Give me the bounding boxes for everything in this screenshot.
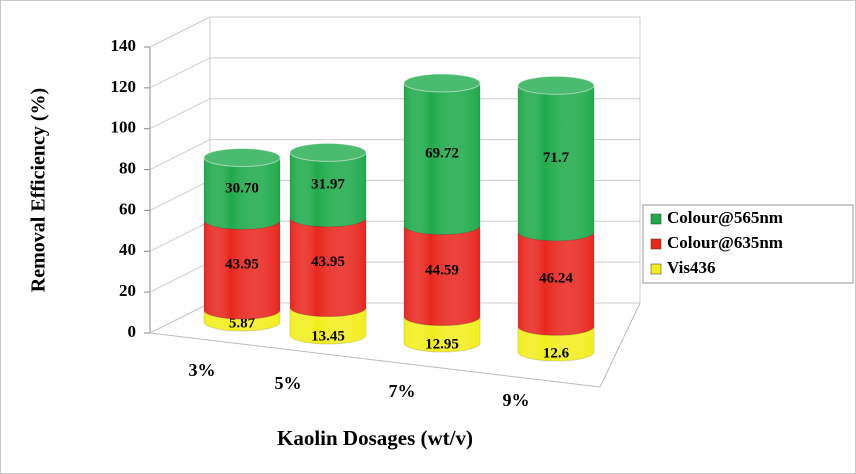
y-tick-label: 60 (119, 199, 136, 218)
y-tick-label: 140 (111, 36, 137, 55)
grid-line (149, 57, 211, 89)
y-tick-label: 80 (119, 158, 136, 177)
grid-line (149, 302, 211, 334)
bar-shade (518, 231, 594, 336)
value-label: 5.87 (229, 315, 256, 331)
x-tick-label: 3% (189, 360, 216, 380)
legend-swatch (650, 263, 662, 275)
legend-label: Colour@565nm (667, 208, 783, 227)
bar-shade (404, 83, 481, 235)
grid-line (149, 261, 211, 293)
bar-shade (204, 220, 280, 320)
bar-cap (203, 148, 281, 168)
value-label: 12.95 (425, 336, 459, 352)
value-label: 46.24 (539, 270, 573, 286)
value-label: 43.95 (225, 257, 259, 273)
bar-cap-highlight (404, 74, 480, 93)
bar-shade (290, 307, 366, 344)
y-tick-label: 40 (119, 240, 136, 259)
bar-shade (518, 85, 594, 241)
legend-label: Vis436 (667, 258, 716, 277)
grid-line (149, 98, 211, 130)
legend-swatch (650, 213, 662, 225)
value-label: 30.70 (225, 180, 259, 196)
grid-line (149, 179, 211, 211)
value-label: 44.59 (425, 262, 459, 278)
grid-line (149, 220, 211, 252)
bar-shade (204, 157, 280, 230)
bar-cap-highlight (290, 143, 366, 162)
grid-line (149, 16, 211, 48)
value-label: 31.97 (311, 177, 345, 193)
x-axis-label: Kaolin Dosages (wt/v) (277, 426, 473, 450)
value-label: 13.45 (311, 328, 345, 344)
value-label: 69.72 (425, 146, 459, 162)
bar-cap (403, 73, 481, 93)
value-label: 43.95 (311, 254, 345, 270)
y-tick-label: 120 (111, 77, 137, 96)
legend-box (642, 204, 854, 284)
bar-shade (204, 310, 280, 331)
x-tick-label: 9% (503, 390, 530, 410)
bar-cap-highlight (518, 76, 594, 95)
bar-cap-highlight (204, 148, 280, 167)
value-label: 12.6 (543, 345, 570, 361)
y-axis-label: Removal Efficiency (%) (28, 88, 50, 292)
x-tick-label: 5% (275, 373, 302, 393)
y-tick-label: 0 (128, 322, 137, 341)
bar-cap (289, 142, 367, 162)
y-tick-label: 100 (111, 118, 137, 137)
bar-shade (518, 326, 594, 361)
value-label: 71.7 (543, 150, 570, 166)
bar-shade (290, 152, 366, 227)
legend-swatch (650, 238, 662, 250)
grid-line (149, 139, 211, 171)
bar-shade (290, 217, 366, 317)
bar-shade (404, 316, 481, 352)
y-tick-label: 20 (119, 281, 136, 300)
x-tick-label: 7% (389, 381, 416, 401)
bar-cap (517, 75, 595, 95)
legend-label: Colour@635nm (667, 233, 783, 252)
bar-shade (404, 225, 481, 326)
